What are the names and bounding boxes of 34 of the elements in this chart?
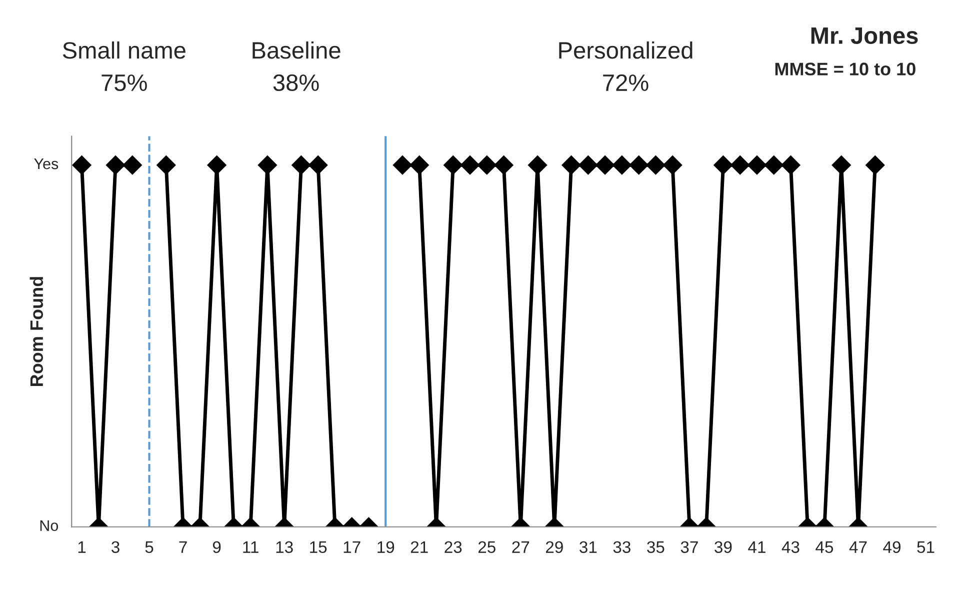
x-tick-label: 43 <box>782 541 800 554</box>
x-tick-label: 15 <box>310 541 327 554</box>
x-tick-label: 5 <box>145 541 154 554</box>
x-tick-label: 11 <box>243 541 258 553</box>
x-tick-label: 21 <box>410 541 428 553</box>
x-tick-label: 41 <box>748 541 766 553</box>
text: Mr. Jones <box>811 28 918 44</box>
x-tick-label: 3 <box>112 541 120 554</box>
x-tick-label: 31 <box>580 541 597 554</box>
x-tick-label: 39 <box>714 541 732 554</box>
text: Personalized 72% <box>559 41 692 91</box>
x-tick-label: 1 <box>78 541 86 553</box>
x-tick-label: 29 <box>546 541 563 554</box>
x-tick-label: 33 <box>613 541 630 554</box>
x-tick-label: 25 <box>478 541 496 554</box>
x-tick-label: 9 <box>212 541 221 554</box>
x-tick-label: 37 <box>680 541 698 554</box>
text: MMSE = 10 to 10 <box>775 62 916 76</box>
x-tick-label: 19 <box>378 541 394 554</box>
text: Small name 75% <box>62 41 186 92</box>
text: No <box>40 520 58 531</box>
x-tick-label: 27 <box>512 541 530 553</box>
x-tick-label: 13 <box>276 541 293 554</box>
x-tick-label: 35 <box>647 541 664 554</box>
text: Yes <box>34 158 58 170</box>
x-tick-label: 45 <box>816 541 834 554</box>
x-tick-label: 17 <box>344 541 360 553</box>
y-axis-title: Room Found <box>30 277 44 386</box>
x-tick-label: 23 <box>444 541 462 554</box>
text: Baseline 38% <box>252 41 340 92</box>
x-tick-label: 7 <box>179 541 187 553</box>
x-tick-label: 47 <box>849 541 867 553</box>
x-tick-label: 49 <box>883 541 900 554</box>
x-tick-label: 51 <box>917 541 934 554</box>
